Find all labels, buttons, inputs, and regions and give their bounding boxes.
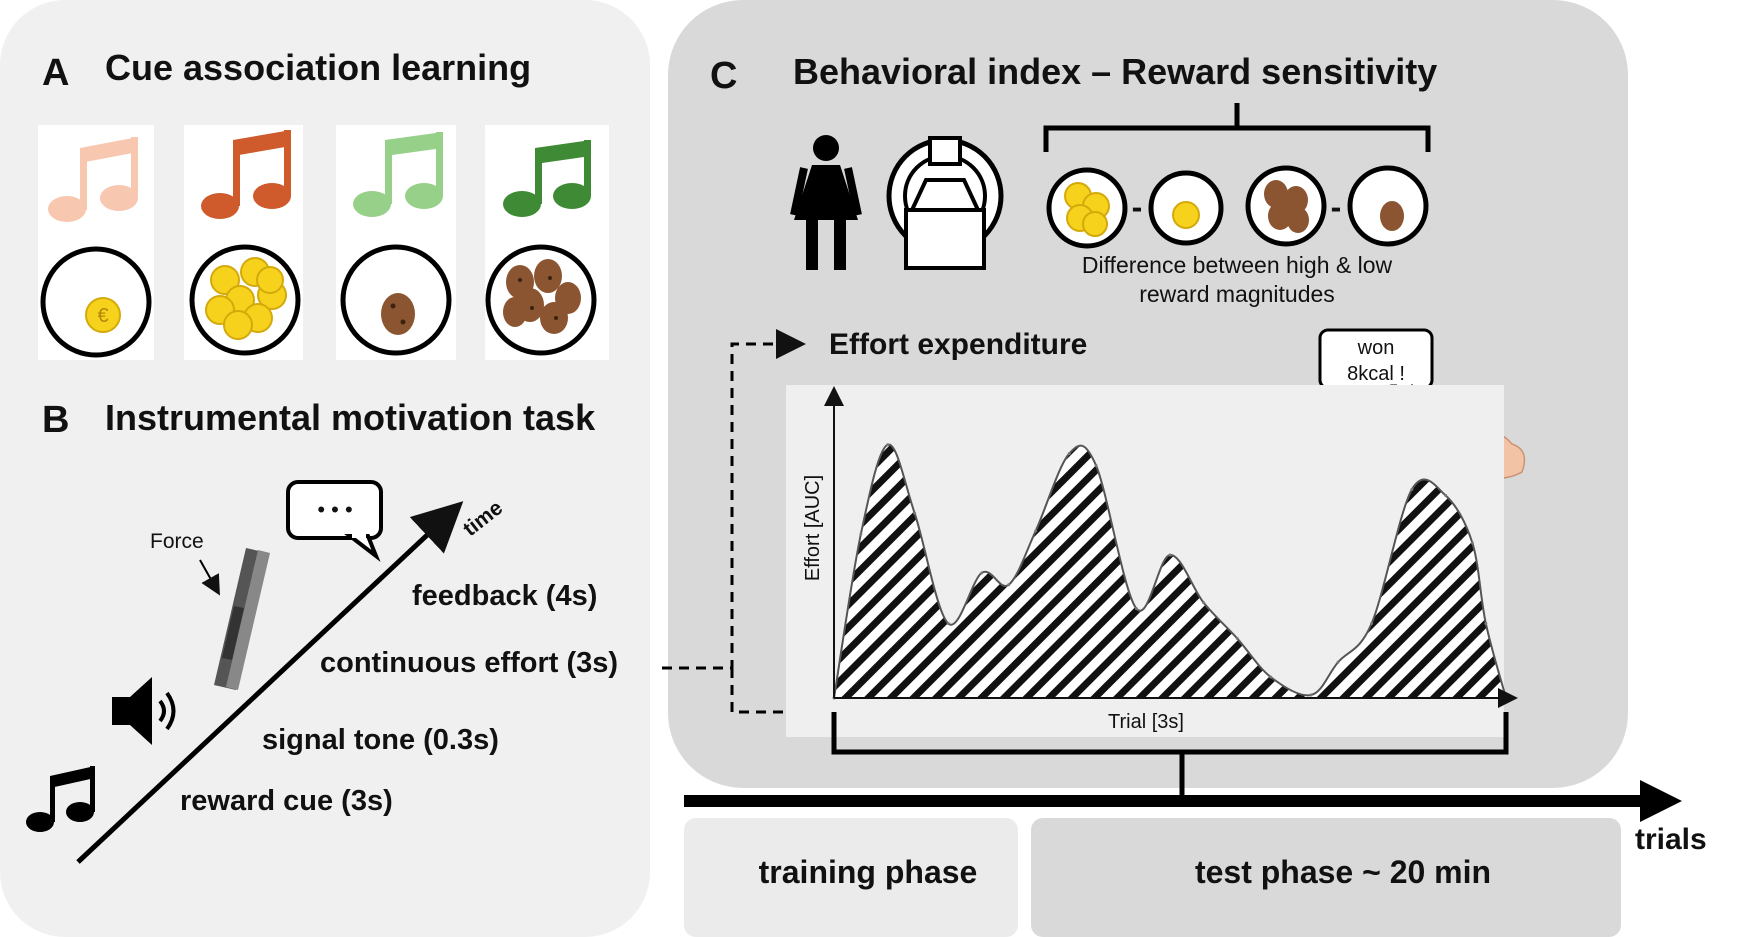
step-continuous-effort: continuous effort (3s) — [320, 647, 618, 679]
dashed-connector — [662, 329, 806, 670]
reward-difference-icons: - - — [1046, 165, 1429, 249]
minus-sign-food: - — [1331, 189, 1342, 225]
step-reward-cue: reward cue (3s) — [180, 785, 393, 817]
panel-c-letter: C — [710, 55, 737, 97]
force-pointer — [199, 559, 220, 596]
effort-point — [1269, 675, 1273, 679]
effort-expenditure-title: Effort expenditure — [829, 328, 1087, 361]
music-note-icon — [503, 140, 591, 217]
effort-point — [1370, 622, 1374, 625]
effort-point — [1309, 693, 1313, 697]
effort-point — [1067, 452, 1071, 456]
panel-a-letter: A — [42, 52, 69, 94]
cue-card-1: € — [38, 125, 154, 360]
coin-icon — [1148, 170, 1224, 246]
music-note-icon — [48, 137, 138, 222]
music-note-icon — [26, 766, 95, 832]
cue-card-4 — [485, 125, 609, 360]
effort-point — [1235, 636, 1239, 640]
reward-difference-bracket — [1043, 103, 1431, 152]
panel-b-title: Instrumental motivation task — [105, 397, 596, 438]
speaker-icon — [112, 677, 176, 745]
effort-point — [1444, 493, 1448, 497]
effort-point — [1410, 487, 1414, 491]
panel-c-title: Behavioral index – Reward sensitivity — [793, 51, 1437, 92]
effort-point — [1484, 622, 1488, 625]
effort-area — [834, 444, 1506, 698]
coin-icon — [1046, 167, 1128, 249]
effort-point — [886, 443, 890, 447]
effort-point — [1134, 607, 1138, 611]
effort-point — [1336, 660, 1340, 664]
trials-timeline-arrowhead — [1640, 780, 1682, 822]
effort-point — [1470, 541, 1474, 545]
music-note-icon — [201, 130, 291, 219]
minus-sign-money: - — [1132, 189, 1143, 225]
music-note-icon — [353, 132, 443, 217]
hand-dynamometer-icon — [214, 548, 270, 690]
dashed-connector-lower — [730, 668, 786, 714]
training-phase-box — [684, 818, 1018, 937]
plate-cookies-many — [485, 244, 597, 356]
effort-point — [859, 532, 863, 536]
trials-label: trials — [1635, 823, 1707, 856]
effort-point — [946, 622, 950, 625]
test-phase-label: test phase ~ 20 min — [1195, 854, 1491, 890]
mri-scanner-icon — [886, 136, 1004, 270]
person-icon — [790, 135, 862, 270]
trials-bracket — [831, 712, 1509, 795]
plate-coin-single: € — [40, 246, 152, 358]
won-text-line2: 8kcal ! — [1347, 363, 1405, 385]
effort-chart: Effort [AUC] Trial [3s] — [786, 385, 1518, 737]
chart-xlabel: Trial [3s] — [1108, 711, 1184, 733]
effort-point — [913, 511, 917, 515]
panel-a-title: Cue association learning — [105, 47, 531, 88]
difference-label-line2: reward magnitudes — [1139, 281, 1335, 307]
speech-bubble-dots: • • • — [286, 480, 383, 563]
test-phase-box — [1031, 818, 1621, 937]
force-label: Force — [150, 530, 204, 553]
euro-symbol: € — [97, 305, 108, 327]
time-axis-arrow — [76, 501, 464, 864]
effort-point — [1202, 601, 1206, 605]
panel-b-letter: B — [42, 399, 69, 441]
cookie-icon — [1245, 165, 1327, 247]
effort-point — [1034, 529, 1038, 533]
cue-card-3 — [336, 125, 456, 360]
plate-cookie-single — [340, 244, 452, 356]
difference-label-line1: Difference between high & low — [1082, 252, 1393, 278]
effort-point — [1094, 464, 1098, 468]
step-signal-tone: signal tone (0.3s) — [262, 724, 499, 756]
effort-point — [980, 571, 984, 575]
won-text-line1: won — [1357, 337, 1395, 359]
cookie-icon — [1347, 165, 1429, 247]
training-phase-label: training phase — [759, 854, 978, 890]
chart-ylabel: Effort [AUC] — [802, 475, 824, 581]
step-feedback: feedback (4s) — [412, 580, 597, 612]
effort-point — [1007, 583, 1011, 587]
plate-coins-many — [189, 244, 301, 356]
effort-point — [1168, 553, 1172, 557]
speech-dots: • • • — [317, 497, 352, 522]
cue-card-2 — [184, 125, 303, 360]
